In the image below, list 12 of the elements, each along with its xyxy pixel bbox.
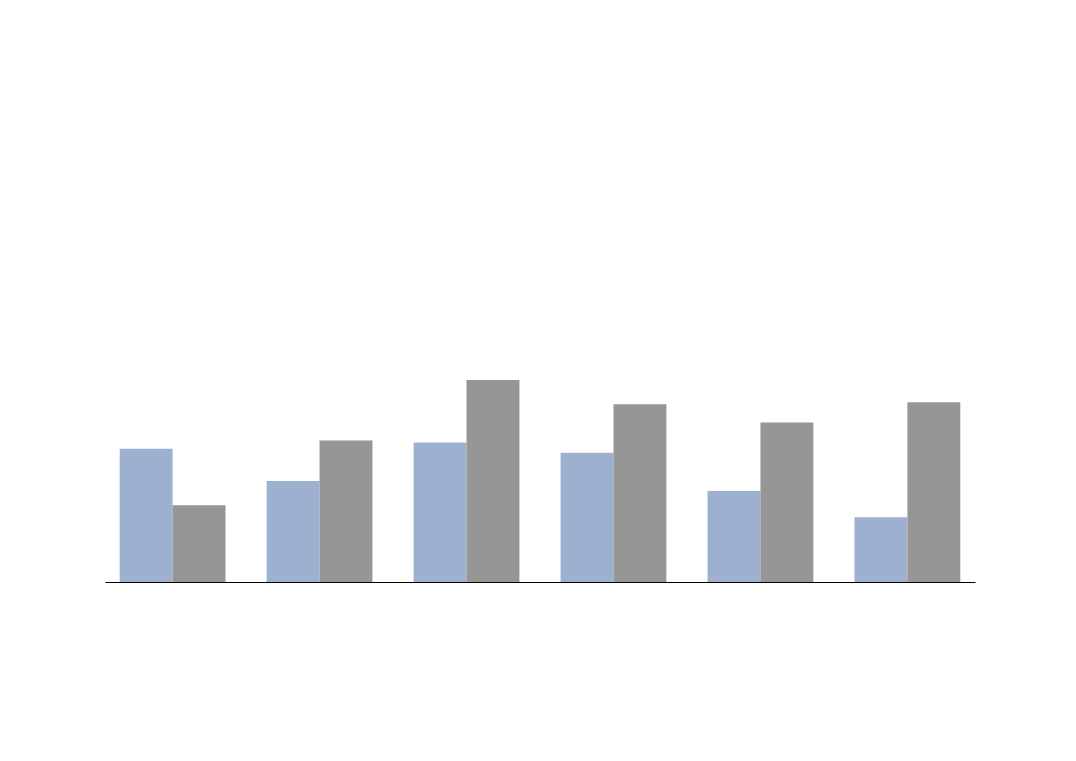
bar (907, 402, 961, 582)
bar (707, 491, 761, 582)
bar (413, 442, 467, 582)
bar (319, 440, 373, 582)
bar (466, 380, 520, 582)
bar (613, 404, 667, 582)
bar (854, 517, 908, 582)
bar (119, 448, 173, 582)
bar (560, 452, 614, 582)
bar (760, 422, 814, 582)
bar (172, 505, 226, 582)
bar (266, 481, 320, 582)
